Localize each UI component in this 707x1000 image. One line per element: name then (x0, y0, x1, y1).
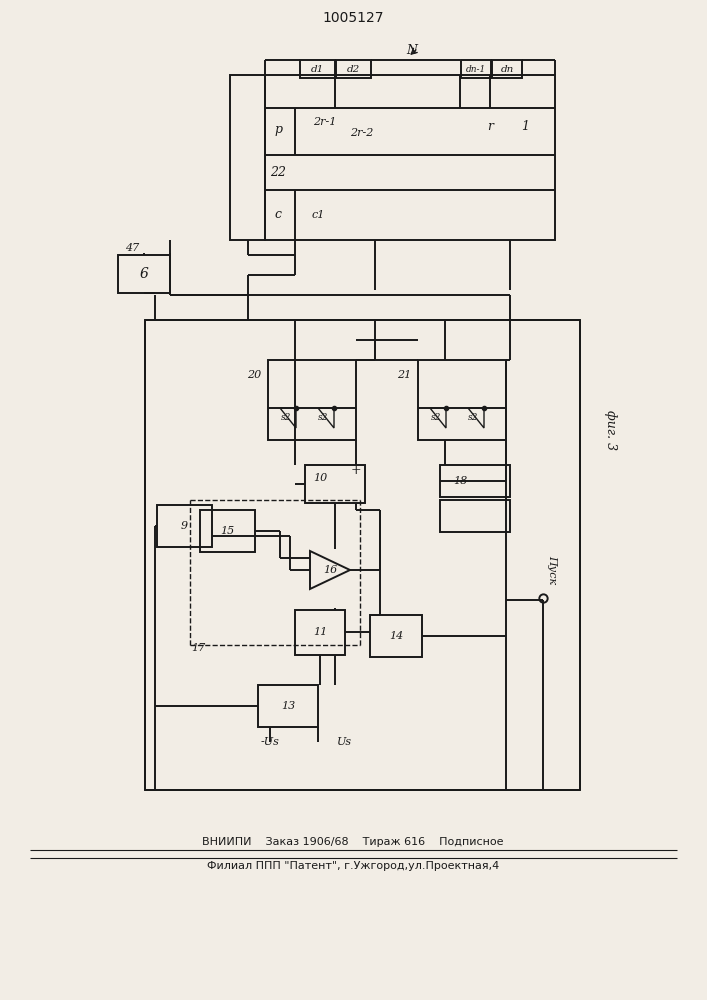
Text: фиг. 3: фиг. 3 (604, 410, 617, 450)
Text: 10: 10 (313, 473, 327, 483)
Text: 2r-1: 2r-1 (313, 117, 337, 127)
Text: 6: 6 (139, 267, 148, 281)
Text: Us: Us (337, 737, 353, 747)
Text: ВНИИПИ    Заказ 1906/68    Тираж 616    Подписное: ВНИИПИ Заказ 1906/68 Тираж 616 Подписное (202, 837, 504, 847)
Text: 1: 1 (521, 119, 529, 132)
Text: 17: 17 (191, 643, 205, 653)
Bar (200, 510, 255, 552)
Text: 15: 15 (220, 526, 234, 536)
Text: 1005127: 1005127 (322, 11, 384, 25)
Bar (492, 60, 522, 78)
Text: d2: d2 (346, 66, 360, 75)
Text: 2r-2: 2r-2 (350, 128, 374, 138)
Text: c: c (274, 209, 281, 222)
Bar (370, 615, 422, 657)
Text: 47: 47 (125, 243, 139, 253)
Text: dn: dn (501, 66, 513, 75)
Text: Филиал ППП "Патент", г.Ужгород,ул.Проектная,4: Филиал ППП "Патент", г.Ужгород,ул.Проект… (207, 861, 499, 871)
Text: s2: s2 (318, 414, 328, 422)
Text: -Us: -Us (261, 737, 279, 747)
Text: N: N (407, 43, 418, 56)
Bar (440, 465, 510, 497)
Bar (258, 685, 318, 727)
Bar (145, 320, 580, 790)
Text: dn-1: dn-1 (466, 66, 486, 75)
Text: s2: s2 (468, 414, 478, 422)
Bar (461, 60, 491, 78)
Text: Пуск: Пуск (547, 555, 557, 585)
Text: 16: 16 (323, 565, 337, 575)
Text: 13: 13 (281, 701, 295, 711)
Text: +: + (351, 464, 361, 478)
Text: 9: 9 (180, 521, 187, 531)
Text: 18: 18 (453, 476, 467, 486)
Text: 22: 22 (270, 165, 286, 178)
Bar (418, 360, 506, 440)
Text: r: r (487, 119, 493, 132)
Text: s2: s2 (281, 414, 291, 422)
Text: s2: s2 (431, 414, 441, 422)
Bar (336, 60, 371, 78)
Bar (268, 360, 356, 440)
Text: 21: 21 (397, 370, 411, 380)
Bar (295, 610, 345, 655)
Text: d1: d1 (310, 66, 324, 75)
Text: c1: c1 (311, 210, 325, 220)
Bar (157, 505, 212, 547)
Bar (265, 75, 555, 240)
Text: 14: 14 (389, 631, 403, 641)
Bar (230, 75, 265, 240)
Text: 20: 20 (247, 370, 261, 380)
Bar (440, 500, 510, 532)
Text: 11: 11 (313, 627, 327, 637)
Text: p: p (274, 123, 282, 136)
Bar (118, 255, 170, 293)
Bar (300, 60, 335, 78)
Bar (305, 465, 365, 503)
